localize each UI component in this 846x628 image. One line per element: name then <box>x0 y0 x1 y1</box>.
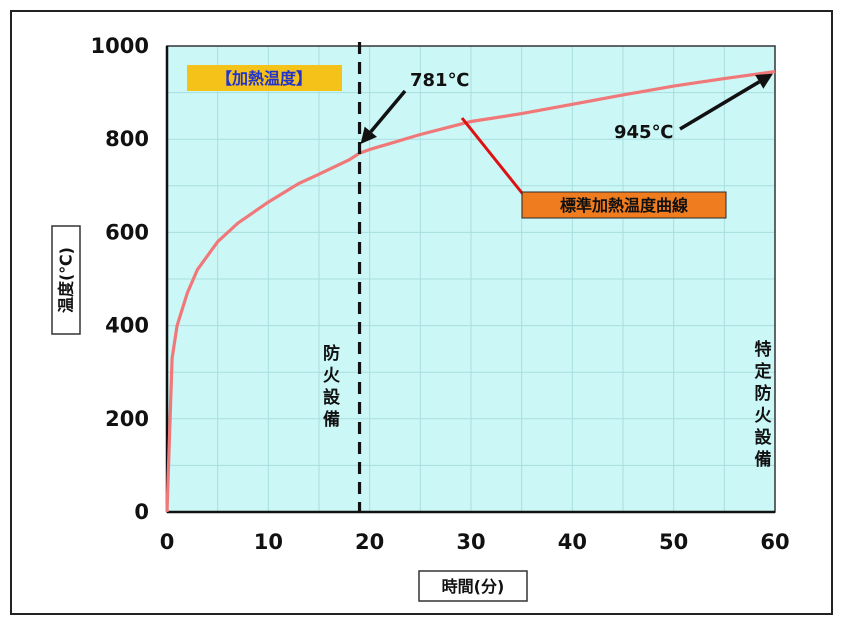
y-tick-labels: 0 200 400 600 800 1000 <box>91 34 149 524</box>
title-box: 【加熱温度】 <box>187 65 342 91</box>
x-tick-label: 0 <box>160 530 175 554</box>
y-axis-label: 温度(℃) <box>57 247 76 314</box>
figure-frame: 0 200 400 600 800 1000 0 10 20 30 40 50 60 防火設備 特定防… <box>10 10 833 615</box>
x-tick-label: 50 <box>659 530 688 554</box>
annotation-781: 781℃ <box>360 70 469 145</box>
y-tick-label: 800 <box>105 127 149 151</box>
x-tick-label: 20 <box>355 530 384 554</box>
vertical-label-char: 備 <box>755 449 772 470</box>
y-tick-label: 400 <box>105 314 149 338</box>
vertical-label-char: 設 <box>755 427 773 448</box>
annotation-945-text: 945℃ <box>614 122 673 143</box>
y-tick-label: 0 <box>134 500 149 524</box>
y-tick-label: 200 <box>105 407 149 431</box>
vertical-label-char: 設 <box>323 387 341 408</box>
x-tick-label: 60 <box>760 530 789 554</box>
x-tick-label: 10 <box>254 530 283 554</box>
axes <box>165 45 776 514</box>
vertical-label-char: 火 <box>755 406 773 426</box>
annotation-781-text: 781℃ <box>410 70 469 91</box>
y-axis-label-box: 温度(℃) <box>51 225 81 335</box>
vertical-label-char: 特 <box>755 339 772 360</box>
y-tick-label: 1000 <box>91 34 149 58</box>
x-axis-label: 時間(分) <box>442 577 505 596</box>
vertical-label-char: 防 <box>323 343 340 364</box>
chart-title: 【加熱温度】 <box>216 69 312 88</box>
series-name-label: 標準加熱温度曲線 <box>560 196 688 215</box>
y-tick-label: 600 <box>105 220 149 244</box>
x-tick-label: 30 <box>456 530 485 554</box>
vertical-label-char: 備 <box>323 409 340 430</box>
vertical-label-char: 防 <box>755 383 772 404</box>
x-tick-label: 40 <box>558 530 587 554</box>
x-tick-labels: 0 10 20 30 40 50 60 <box>160 530 790 554</box>
vertical-label-char: 火 <box>323 366 341 386</box>
standard-heating-curve <box>165 70 776 513</box>
series-callout: 標準加熱温度曲線 <box>460 117 727 219</box>
x-axis-label-box: 時間(分) <box>418 570 528 602</box>
vertical-label-char: 定 <box>755 361 772 382</box>
annotation-945: 945℃ <box>614 73 773 143</box>
grid-lines <box>166 45 776 513</box>
